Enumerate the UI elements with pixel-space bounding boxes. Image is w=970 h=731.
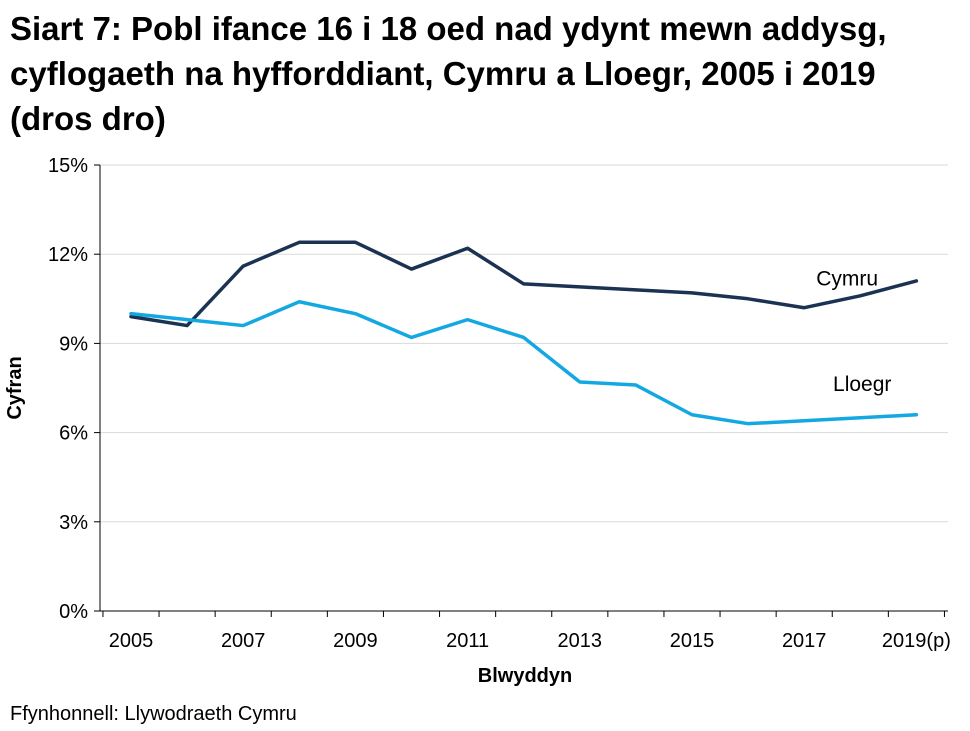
x-tick-label: 2013	[558, 630, 603, 652]
x-axis-title: Blwyddyn	[478, 665, 572, 687]
y-tick-label: 9%	[59, 333, 88, 355]
y-tick-label: 15%	[48, 155, 88, 177]
gridlines	[100, 164, 948, 523]
y-tick-label: 3%	[59, 512, 88, 534]
x-tick-label: 2011	[446, 630, 489, 652]
y-axis-title: Cyfran	[4, 356, 26, 419]
x-tick-label: 2015	[670, 630, 715, 652]
y-tick-label: 0%	[59, 601, 88, 623]
source-note: Ffynhonnell: Llywodraeth Cymru	[10, 703, 297, 725]
x-tick-label: 2005	[109, 630, 154, 652]
x-tick-label: 2007	[221, 630, 266, 652]
y-tick-label: 12%	[48, 244, 88, 266]
x-tick-label: 2009	[333, 630, 378, 652]
line-chart: 0% 3% 6% 9% 12% 15% 2005 2007 2009 2011 2013 2015 20…	[4, 155, 951, 687]
series-line-cymru	[129, 240, 919, 328]
chart-title: Siart 7: Pobl ifance 16 i 18 oed nad ydy…	[10, 10, 887, 137]
series-lines	[129, 240, 919, 426]
x-tick-label: 2019(p)	[882, 630, 951, 652]
series-line-lloegr	[129, 300, 919, 426]
axes	[94, 164, 948, 617]
y-tick-label: 6%	[59, 423, 88, 445]
series-label-lloegr: Lloegr	[833, 373, 891, 396]
x-tick-label: 2017	[782, 630, 827, 652]
series-label-cymru: Cymru	[816, 267, 878, 290]
tick-labels: 0% 3% 6% 9% 12% 15% 2005 2007 2009 2011 2013 2015 20…	[48, 155, 951, 652]
series-labels: Cymru Lloegr	[816, 267, 891, 396]
